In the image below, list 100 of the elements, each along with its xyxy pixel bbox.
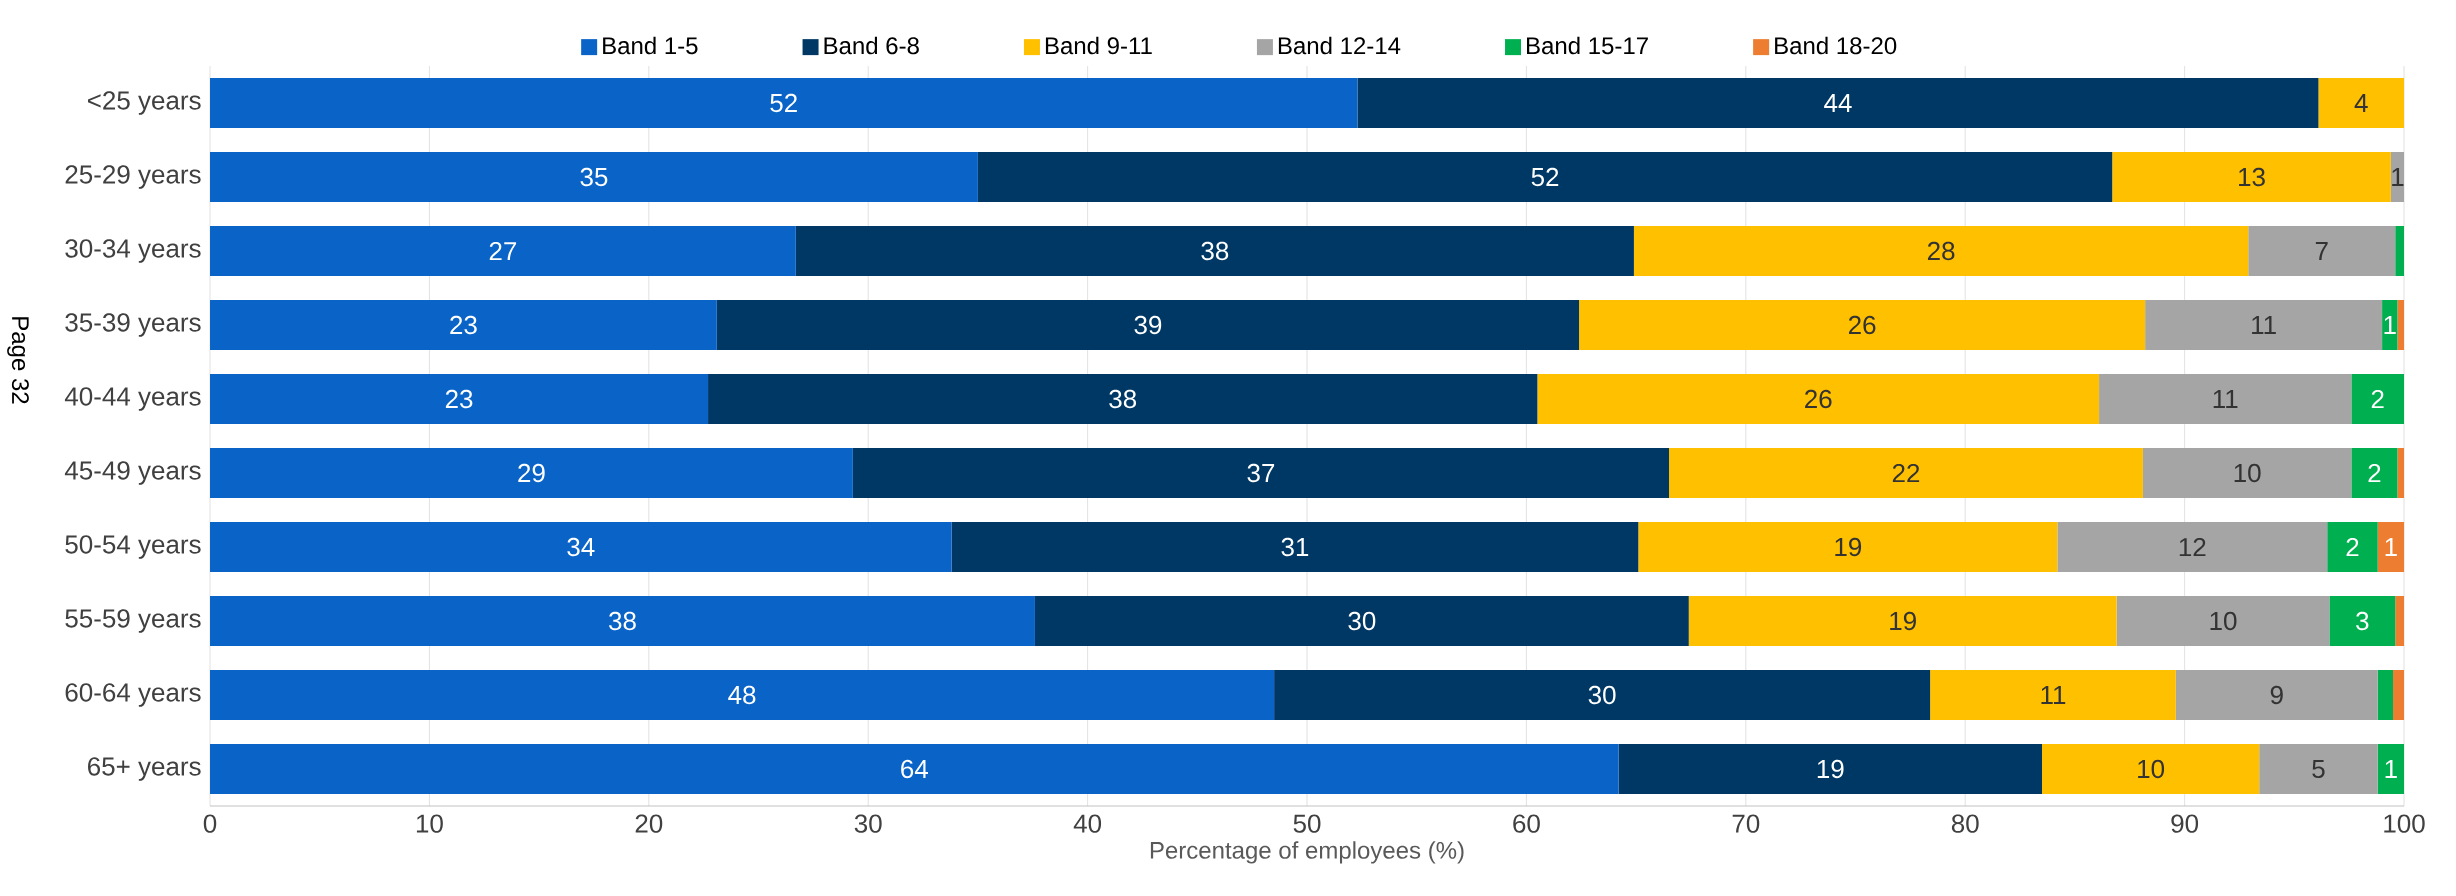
data-label: 1 <box>2385 760 2397 778</box>
data-label: 11 <box>2213 390 2238 408</box>
data-label: 26 <box>1805 389 1832 409</box>
bar <box>2175 670 2378 721</box>
x-tick-label: 20 <box>635 814 663 833</box>
bar <box>977 152 2113 203</box>
bar <box>2112 152 2391 203</box>
y-tick-label: <25 years <box>87 91 201 115</box>
x-tick-label: 100 <box>2384 814 2425 833</box>
bar <box>1274 670 1931 721</box>
data-label: 19 <box>1835 537 1862 557</box>
bar <box>2318 78 2405 129</box>
y-tick-label: 30-34 years <box>65 239 201 263</box>
data-label: 12 <box>2179 537 2206 557</box>
data-label: 38 <box>1109 389 1137 409</box>
data-label: 29 <box>518 463 545 483</box>
bar <box>2057 522 2328 573</box>
x-axis-title: Percentage of employees (%) <box>1150 841 1464 864</box>
data-label: 2 <box>2346 537 2359 557</box>
bar <box>2393 670 2405 721</box>
bar <box>1579 300 2146 351</box>
data-label: 19 <box>1890 611 1916 631</box>
data-label: 38 <box>1201 241 1229 261</box>
data-label: 30 <box>1348 611 1376 631</box>
bar <box>2395 596 2405 647</box>
bar <box>2248 226 2396 277</box>
bar <box>210 152 978 203</box>
y-tick-label: 60-64 years <box>65 683 201 707</box>
legend-label: Band 15-17 <box>1527 36 1648 55</box>
y-tick-label: 25-29 years <box>65 165 201 189</box>
data-label: 13 <box>2239 167 2265 187</box>
data-label: 22 <box>1892 463 1920 483</box>
bar <box>1669 448 2143 499</box>
bar <box>210 448 853 499</box>
bar <box>951 522 1639 573</box>
data-label: 10 <box>2138 759 2165 779</box>
x-tick-label: 60 <box>1513 814 1540 833</box>
data-label: 3 <box>2356 611 2369 631</box>
data-label: 4 <box>2354 94 2368 112</box>
data-label: 39 <box>1134 315 1162 335</box>
data-label: 11 <box>2041 686 2066 704</box>
legend-label: Band 12-14 <box>1278 36 1401 55</box>
bar <box>210 596 1035 647</box>
data-label: 2 <box>2368 463 2381 483</box>
data-label: 52 <box>770 93 797 113</box>
y-tick-label: 45-49 years <box>64 461 201 485</box>
bar <box>2351 374 2405 425</box>
bar <box>2382 300 2398 351</box>
bar <box>2042 744 2260 795</box>
bar <box>1034 596 1689 647</box>
bar <box>1688 596 2117 647</box>
bar <box>1930 670 2176 721</box>
bar <box>716 300 1580 351</box>
bar <box>210 226 796 277</box>
legend-label: Band 9-11 <box>1045 36 1152 55</box>
bar <box>210 374 709 425</box>
y-tick-label: 35-39 years <box>65 313 201 337</box>
x-tick-label: 0 <box>203 814 217 833</box>
x-tick-label: 10 <box>416 814 443 833</box>
x-tick-label: 70 <box>1732 814 1760 833</box>
data-label: 35 <box>580 167 608 187</box>
bar <box>210 744 1619 795</box>
bar <box>2099 374 2352 425</box>
bar <box>210 522 952 573</box>
data-label: 31 <box>1281 537 1309 557</box>
data-label: 26 <box>1848 315 1876 335</box>
legend-label: Band 1-5 <box>603 36 698 55</box>
bar <box>1638 522 2058 573</box>
x-tick-label: 50 <box>1293 814 1321 833</box>
data-label: 10 <box>2210 611 2237 631</box>
bar <box>210 670 1275 721</box>
bar <box>2116 596 2330 647</box>
y-tick-label: 55-59 years <box>65 609 201 633</box>
data-label: 52 <box>1531 167 1559 187</box>
bar <box>2142 448 2352 499</box>
data-label: 44 <box>1824 94 1852 112</box>
bar <box>2145 300 2383 351</box>
bar <box>795 226 1634 277</box>
data-label: 48 <box>728 685 756 705</box>
x-tick-label: 40 <box>1073 814 1102 833</box>
bar <box>210 300 717 351</box>
bar <box>2329 596 2396 647</box>
bar <box>1618 744 2043 795</box>
bar <box>1633 226 2249 277</box>
bar <box>2327 522 2378 573</box>
data-label: 7 <box>2315 242 2328 260</box>
data-label: 28 <box>1927 241 1955 261</box>
text: Page 32 <box>7 317 29 404</box>
legend-label: Band 6-8 <box>824 36 919 55</box>
bar <box>2397 448 2405 499</box>
bar <box>2377 522 2405 573</box>
data-label: 23 <box>450 315 477 335</box>
data-label: 19 <box>1817 759 1844 779</box>
bar <box>1357 78 2319 129</box>
data-label: 1 <box>2384 316 2396 334</box>
y-tick-label: 40-44 years <box>64 387 201 411</box>
data-label: 5 <box>2312 759 2325 779</box>
data-label: 2 <box>2371 389 2384 409</box>
legend-label: Band 18-20 <box>1775 36 1897 55</box>
bar <box>2377 670 2394 721</box>
